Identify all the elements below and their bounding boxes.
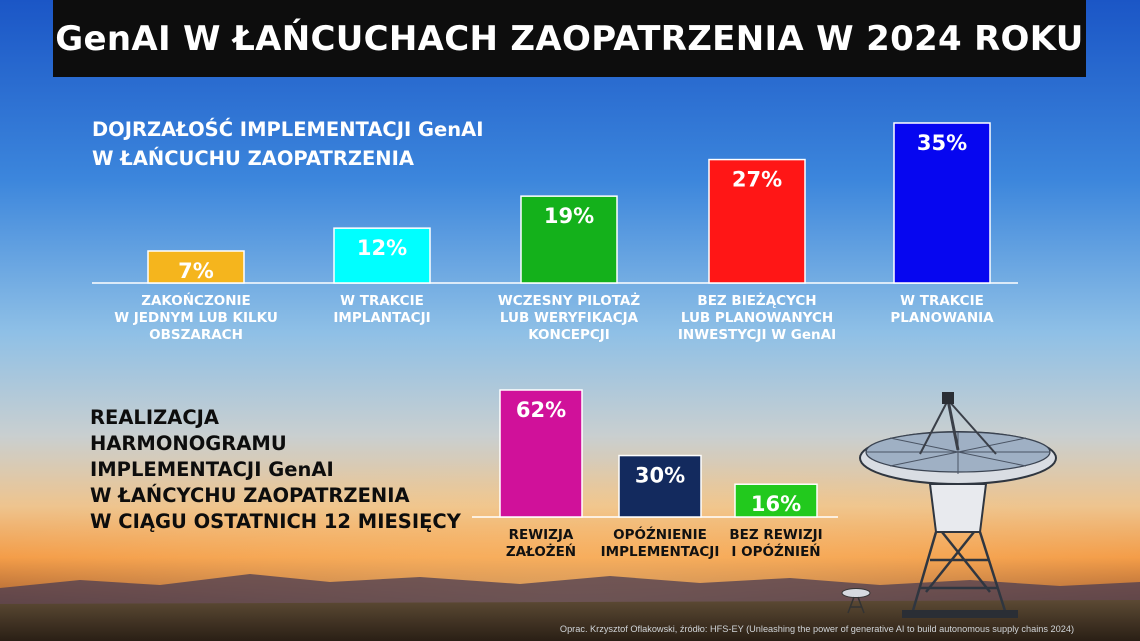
value-label-4: 27% xyxy=(732,168,782,192)
value-label-5: 35% xyxy=(917,131,967,155)
category-label-1: ZAKOŃCZONIE W JEDNYM LUB KILKU OBSZARACH xyxy=(114,293,278,343)
bar-4 xyxy=(708,158,806,284)
page-title: GenAI W ŁAŃCUCHACH ZAOPATRZENIA W 2024 R… xyxy=(55,18,1084,59)
category-label-3: BEZ REWIZJI I OPÓŹNIEŃ xyxy=(729,527,823,560)
bar-2 xyxy=(333,227,431,284)
title-bar: GenAI W ŁAŃCUCHACH ZAOPATRZENIA W 2024 R… xyxy=(53,0,1086,77)
value-label-3: 19% xyxy=(544,204,594,228)
category-label-1: REWIZJA ZAŁOŻEŃ xyxy=(505,527,577,560)
category-label-2: W TRAKCIE IMPLANTACJI xyxy=(333,293,431,326)
bar-2 xyxy=(618,454,702,518)
category-label-2: OPÓŹNIENIE IMPLEMENTACJI xyxy=(600,527,720,560)
chart-2-title: REALIZACJA HARMONOGRAMU IMPLEMENTACJI Ge… xyxy=(90,406,461,533)
value-label-1: 7% xyxy=(178,259,214,283)
value-label-2: 12% xyxy=(357,236,407,260)
category-label-4: BEZ BIEŻĄCYCH LUB PLANOWANYCH INWESTYCJI… xyxy=(677,293,837,343)
source-footer: Oprac. Krzysztof Oflakowski, źródło: HFS… xyxy=(559,624,1074,634)
category-label-5: W TRAKCIE PLANOWANIA xyxy=(890,293,994,326)
radio-telescope-dish-icon xyxy=(859,392,1057,618)
bar-1 xyxy=(499,389,583,518)
bar-5 xyxy=(893,122,991,284)
value-label-1: 62% xyxy=(516,398,566,422)
small-telescope-icon xyxy=(841,588,871,614)
chart-1-title: DOJRZAŁOŚĆ IMPLEMENTACJI GenAI W ŁAŃCUCH… xyxy=(92,118,484,170)
bar-1 xyxy=(147,250,245,284)
category-label-3: WCZESNY PILOTAŻ LUB WERYFIKACJA KONCEPCJ… xyxy=(497,293,641,343)
bar-3 xyxy=(734,483,818,518)
bar-3 xyxy=(520,195,618,284)
value-label-3: 16% xyxy=(751,492,801,516)
value-label-2: 30% xyxy=(635,464,685,488)
